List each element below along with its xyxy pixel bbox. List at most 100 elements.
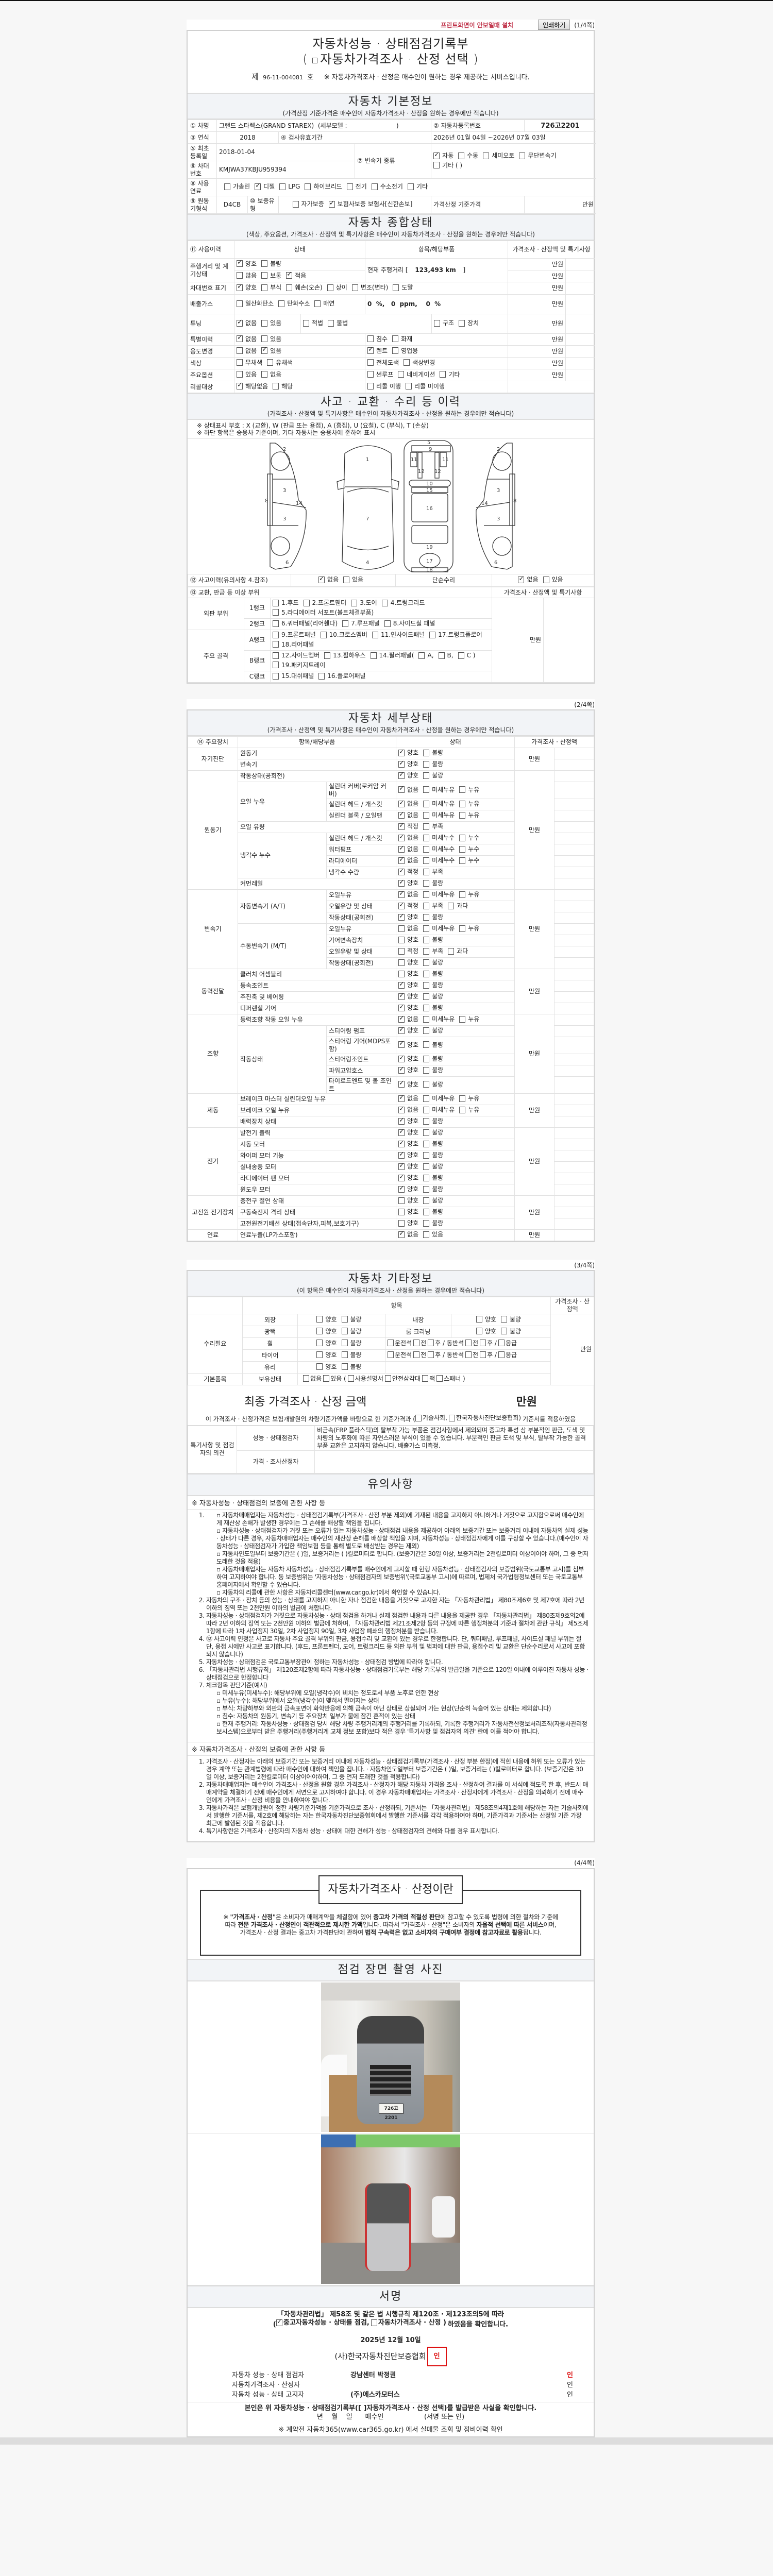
checkbox-option[interactable]: 없음 bbox=[398, 1105, 418, 1114]
checkbox-option[interactable]: 미세누유 bbox=[423, 800, 455, 808]
checkbox-option[interactable]: 양호 bbox=[398, 1079, 418, 1089]
checkbox-option[interactable]: 전기 bbox=[346, 182, 367, 191]
checkbox-option[interactable]: 양호 bbox=[316, 1327, 337, 1335]
price-note[interactable] bbox=[554, 855, 595, 867]
price-note[interactable] bbox=[554, 799, 595, 810]
checked-checkbox-icon[interactable] bbox=[398, 1184, 405, 1193]
checkbox-icon[interactable] bbox=[423, 1231, 430, 1238]
checkbox-icon[interactable] bbox=[458, 152, 465, 159]
checkbox-icon[interactable] bbox=[273, 599, 279, 606]
checkbox-option[interactable]: 적법 bbox=[303, 319, 323, 327]
checkbox-option[interactable]: 없음 bbox=[398, 844, 418, 853]
checkbox-icon[interactable] bbox=[423, 902, 430, 909]
checkbox-option[interactable]: 후 / 동반석 bbox=[428, 1339, 464, 1347]
checkbox-option[interactable]: 기타 bbox=[440, 370, 460, 379]
checked-checkbox-icon[interactable] bbox=[398, 822, 405, 830]
checkbox-option[interactable]: 색상변경 bbox=[404, 359, 435, 367]
checked-checkbox-icon[interactable] bbox=[237, 381, 243, 390]
checkbox-icon[interactable] bbox=[501, 1316, 508, 1323]
checkbox-option[interactable]: 적정 bbox=[398, 901, 418, 910]
checkbox-option[interactable]: 누유 bbox=[459, 1094, 479, 1103]
checked-checkbox-icon[interactable] bbox=[398, 890, 405, 898]
checkbox-option[interactable]: 양호 bbox=[398, 1065, 418, 1074]
checkbox-icon[interactable] bbox=[404, 359, 410, 366]
checkbox-icon[interactable] bbox=[320, 631, 327, 638]
checkbox-option[interactable]: 불량 bbox=[423, 749, 443, 757]
checkbox-icon[interactable] bbox=[459, 857, 466, 864]
price-note[interactable] bbox=[554, 1195, 595, 1207]
checkbox-icon[interactable] bbox=[237, 272, 243, 279]
checkbox-icon[interactable] bbox=[428, 1340, 434, 1347]
checkbox-icon[interactable] bbox=[498, 1351, 505, 1359]
checkbox-option[interactable]: 불량 bbox=[423, 1080, 443, 1089]
checkbox-option[interactable]: 없음 bbox=[398, 1094, 418, 1103]
checked-checkbox-icon[interactable] bbox=[261, 346, 268, 354]
checkbox-icon[interactable] bbox=[434, 319, 440, 327]
checkbox-option[interactable]: 침수 bbox=[367, 335, 388, 343]
price-note[interactable] bbox=[554, 1105, 595, 1116]
checkbox-icon[interactable] bbox=[423, 1151, 430, 1159]
price-note[interactable] bbox=[554, 1229, 595, 1241]
checkbox-icon[interactable] bbox=[440, 371, 446, 378]
checkbox-option[interactable]: 과다 bbox=[448, 902, 468, 910]
checkbox-option[interactable]: 양호 bbox=[316, 1363, 337, 1371]
checkbox-option[interactable]: 없음 bbox=[518, 575, 539, 584]
checkbox-option[interactable]: 양호 bbox=[398, 912, 418, 921]
checkbox-option[interactable]: 불량 bbox=[423, 1151, 443, 1159]
checkbox-icon[interactable] bbox=[423, 1066, 430, 1074]
checkbox-option[interactable]: 부족 bbox=[423, 902, 443, 910]
price-note[interactable] bbox=[554, 980, 595, 992]
checkbox-icon[interactable] bbox=[393, 284, 399, 291]
checkbox-option[interactable]: 장치 bbox=[459, 319, 479, 327]
checkbox-option[interactable]: 양호 bbox=[398, 1054, 418, 1063]
checkbox-icon[interactable] bbox=[273, 662, 279, 668]
checkbox-option[interactable]: 불량 bbox=[341, 1315, 362, 1324]
checkbox-icon[interactable] bbox=[459, 319, 465, 327]
checkbox-option[interactable]: 미세누유 bbox=[423, 1106, 455, 1114]
checkbox-icon[interactable] bbox=[324, 652, 331, 659]
checkbox-option[interactable]: 전 bbox=[413, 1339, 426, 1347]
checkbox-icon[interactable] bbox=[351, 599, 358, 606]
checkbox-icon[interactable] bbox=[388, 1340, 394, 1347]
checkbox-option[interactable]: 6.쿼터패널(리어휀다) bbox=[273, 619, 338, 628]
checkbox-option[interactable]: 후 / bbox=[480, 1339, 497, 1347]
checkbox-option[interactable]: 양호 bbox=[398, 936, 418, 944]
checkbox-option[interactable]: 누유 bbox=[459, 890, 479, 899]
checkbox-icon[interactable] bbox=[423, 1174, 430, 1181]
checkbox-option[interactable]: 누유 bbox=[459, 811, 479, 819]
checkbox-option[interactable]: 없음 bbox=[318, 575, 339, 584]
checkbox-option[interactable]: B, bbox=[438, 651, 453, 659]
checkbox-option[interactable]: 양호 bbox=[476, 1315, 496, 1324]
checked-checkbox-icon[interactable] bbox=[328, 199, 335, 208]
checked-checkbox-icon[interactable] bbox=[398, 1116, 405, 1125]
checkbox-icon[interactable] bbox=[261, 371, 268, 378]
checkbox-option[interactable]: 보통 bbox=[261, 272, 281, 280]
checkbox-option[interactable]: 불량 bbox=[341, 1339, 362, 1347]
checkbox-icon[interactable] bbox=[480, 1351, 486, 1359]
checkbox-option[interactable]: 없음 bbox=[237, 318, 257, 327]
checkbox-icon[interactable] bbox=[367, 371, 374, 378]
checkbox-icon[interactable] bbox=[392, 335, 399, 343]
checkbox-icon[interactable] bbox=[459, 786, 466, 793]
checkbox-icon[interactable] bbox=[543, 576, 549, 583]
checkbox-icon[interactable] bbox=[367, 383, 374, 390]
checkbox-icon[interactable] bbox=[314, 300, 321, 307]
checkbox-icon[interactable] bbox=[273, 631, 279, 638]
checkbox-icon[interactable] bbox=[267, 359, 274, 366]
checkbox-icon[interactable] bbox=[261, 335, 268, 343]
checkbox-icon[interactable] bbox=[341, 1328, 348, 1335]
checkbox-option[interactable]: 해당 bbox=[273, 382, 293, 391]
checkbox-icon[interactable] bbox=[273, 609, 279, 616]
price-note[interactable] bbox=[554, 867, 595, 878]
checkbox-icon[interactable] bbox=[423, 959, 430, 966]
checkbox-option[interactable]: 기술사회, bbox=[415, 1414, 447, 1422]
checkbox-icon[interactable] bbox=[459, 1095, 466, 1102]
checked-checkbox-icon[interactable] bbox=[398, 759, 405, 768]
checkbox-option[interactable]: 16.플로어패널 bbox=[318, 672, 366, 680]
price-note[interactable] bbox=[554, 957, 595, 969]
checkbox-icon[interactable] bbox=[459, 1106, 466, 1113]
checkbox-icon[interactable] bbox=[459, 891, 466, 898]
checkbox-option[interactable]: 미세누유 bbox=[423, 786, 455, 794]
checkbox-icon[interactable] bbox=[448, 902, 455, 909]
price-note[interactable] bbox=[554, 1184, 595, 1196]
